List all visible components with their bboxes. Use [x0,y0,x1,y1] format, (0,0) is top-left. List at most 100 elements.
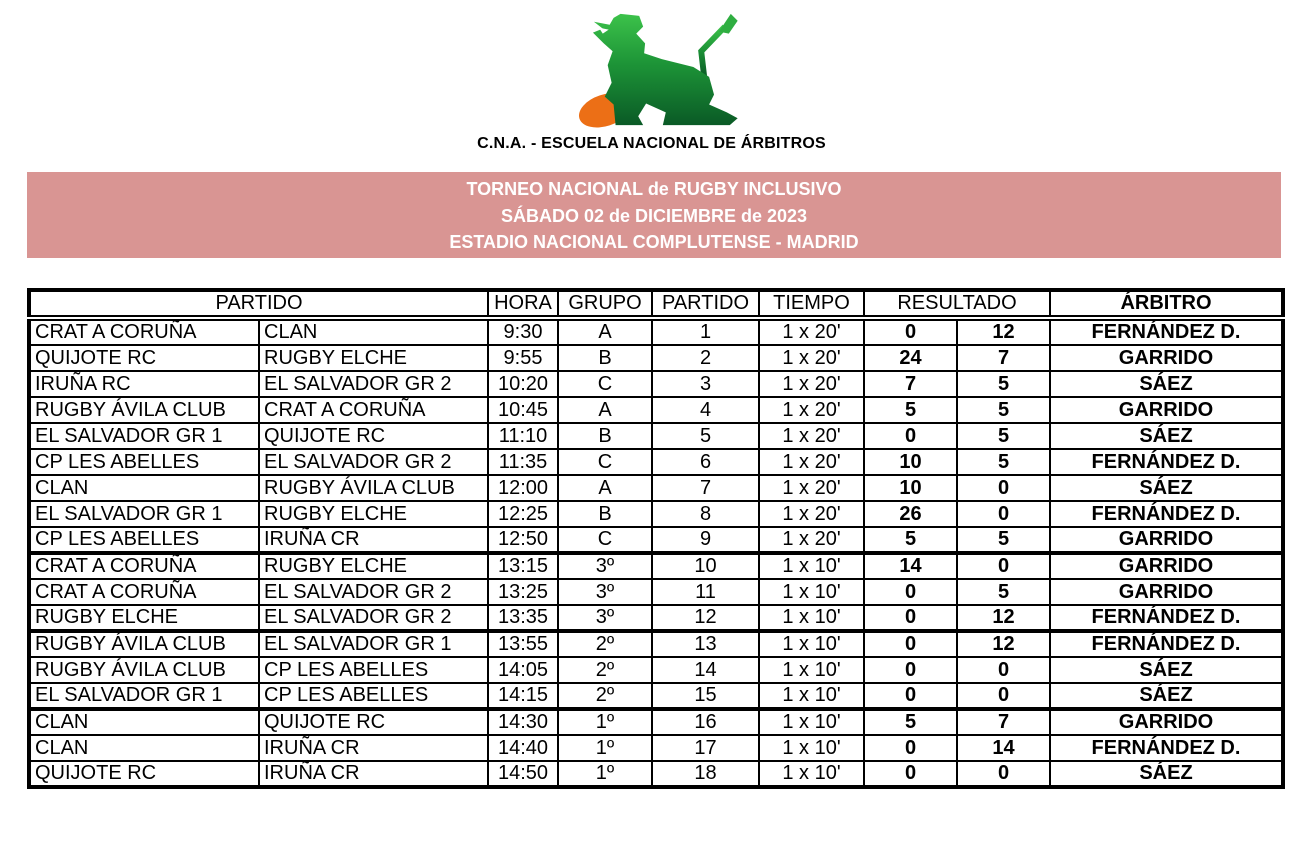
result-away-cell: 0 [956,682,1051,710]
hora-cell: 13:15 [487,551,559,580]
hora-cell: 13:55 [487,629,559,658]
partido-num-cell: 8 [651,500,760,528]
partido-num-cell: 11 [651,578,760,606]
arbitro-cell: FERNÁNDEZ D. [1049,604,1284,632]
team-away-cell: EL SALVADOR GR 1 [258,629,489,658]
result-home-cell: 0 [863,604,958,632]
grupo-cell: A [557,317,653,346]
result-home-cell: 0 [863,656,958,684]
hora-cell: 14:50 [487,760,559,788]
arbitro-cell: FERNÁNDEZ D. [1049,448,1284,476]
table-row: QUIJOTE RC IRUÑA CR 14:50 1º 18 1 x 10' 0 0 SÁEZ [28,760,1284,788]
header-partido-teams: PARTIDO [28,289,489,321]
table-row: RUGBY ÁVILA CLUB EL SALVADOR GR 1 13:55 2º 1… [28,629,1284,658]
partido-num-cell: 14 [651,656,760,684]
grupo-cell: A [557,474,653,502]
team-away-cell: EL SALVADOR GR 2 [258,370,489,398]
table-header-row: PARTIDO HORA GRUPO PARTIDO TIEMPO RESULT… [28,289,1284,321]
schedule-table: PARTIDO HORA GRUPO PARTIDO TIEMPO RESULT… [27,288,1285,789]
schedule-table-body: CRAT A CORUÑA CLAN 9:30 A 1 1 x 20' 0 12 FERNÁND… [28,317,1284,788]
header-arbitro: ÁRBITRO [1049,289,1284,321]
arbitro-cell: SÁEZ [1049,370,1284,398]
team-home-cell: QUIJOTE RC [28,344,260,372]
team-away-cell: CP LES ABELLES [258,682,489,710]
partido-num-cell: 1 [651,317,760,346]
grupo-cell: 1º [557,760,653,788]
tiempo-cell: 1 x 10' [758,707,865,736]
hora-cell: 12:00 [487,474,559,502]
table-row: IRUÑA RC EL SALVADOR GR 2 10:20 C 3 1 x 20' 7 5… [28,370,1284,398]
table-row: CRAT A CORUÑA CLAN 9:30 A 1 1 x 20' 0 12 FERNÁND… [28,317,1284,346]
result-home-cell: 10 [863,474,958,502]
team-away-cell: QUIJOTE RC [258,422,489,450]
partido-num-cell: 6 [651,448,760,476]
partido-num-cell: 7 [651,474,760,502]
tiempo-cell: 1 x 10' [758,682,865,710]
hora-cell: 9:55 [487,344,559,372]
team-home-cell: EL SALVADOR GR 1 [28,422,260,450]
tiempo-cell: 1 x 20' [758,396,865,424]
result-home-cell: 10 [863,448,958,476]
arbitro-cell: GARRIDO [1049,526,1284,554]
grupo-cell: C [557,448,653,476]
hora-cell: 14:40 [487,734,559,762]
result-home-cell: 0 [863,734,958,762]
team-away-cell: CLAN [258,317,489,346]
hora-cell: 10:45 [487,396,559,424]
team-home-cell: CRAT A CORUÑA [28,551,260,580]
grupo-cell: 1º [557,707,653,736]
team-home-cell: EL SALVADOR GR 1 [28,500,260,528]
result-home-cell: 0 [863,629,958,658]
tiempo-cell: 1 x 20' [758,500,865,528]
table-row: RUGBY ELCHE EL SALVADOR GR 2 13:35 3º 12 1 x … [28,604,1284,632]
table-row: EL SALVADOR GR 1 CP LES ABELLES 14:15 2º 15 1… [28,682,1284,710]
result-home-cell: 0 [863,682,958,710]
team-away-cell: IRUÑA CR [258,734,489,762]
hora-cell: 9:30 [487,317,559,346]
team-away-cell: RUGBY ÁVILA CLUB [258,474,489,502]
partido-num-cell: 10 [651,551,760,580]
table-row: CRAT A CORUÑA EL SALVADOR GR 2 13:25 3º 11 1 … [28,578,1284,606]
grupo-cell: 2º [557,682,653,710]
team-home-cell: RUGBY ÁVILA CLUB [28,396,260,424]
table-row: RUGBY ÁVILA CLUB CRAT A CORUÑA 10:45 A 4 1 x … [28,396,1284,424]
team-home-cell: QUIJOTE RC [28,760,260,788]
tiempo-cell: 1 x 10' [758,734,865,762]
banner-line-title: TORNEO NACIONAL de RUGBY INCLUSIVO [466,179,842,199]
header-grupo: GRUPO [557,289,653,321]
team-home-cell: IRUÑA RC [28,370,260,398]
grupo-cell: B [557,422,653,450]
grupo-cell: 2º [557,629,653,658]
grupo-cell: 3º [557,551,653,580]
team-away-cell: EL SALVADOR GR 2 [258,448,489,476]
hora-cell: 12:25 [487,500,559,528]
table-row: RUGBY ÁVILA CLUB CP LES ABELLES 14:05 2º 14 1… [28,656,1284,684]
hora-cell: 14:15 [487,682,559,710]
team-away-cell: QUIJOTE RC [258,707,489,736]
team-home-cell: RUGBY ÁVILA CLUB [28,656,260,684]
result-home-cell: 7 [863,370,958,398]
grupo-cell: C [557,370,653,398]
partido-num-cell: 4 [651,396,760,424]
partido-num-cell: 2 [651,344,760,372]
result-home-cell: 14 [863,551,958,580]
grupo-cell: B [557,344,653,372]
header-partido-num: PARTIDO [651,289,760,321]
result-away-cell: 0 [956,474,1051,502]
tiempo-cell: 1 x 10' [758,656,865,684]
result-away-cell: 7 [956,707,1051,736]
grupo-cell: 3º [557,604,653,632]
hora-cell: 13:25 [487,578,559,606]
result-away-cell: 0 [956,760,1051,788]
arbitro-cell: GARRIDO [1049,707,1284,736]
team-home-cell: CLAN [28,734,260,762]
table-row: CLAN QUIJOTE RC 14:30 1º 16 1 x 10' 5 7 GARRIDO [28,707,1284,736]
banner-line-venue: ESTADIO NACIONAL COMPLUTENSE - MADRID [449,232,859,252]
header-hora: HORA [487,289,559,321]
hora-cell: 14:30 [487,707,559,736]
team-home-cell: CP LES ABELLES [28,526,260,554]
tiempo-cell: 1 x 20' [758,474,865,502]
result-home-cell: 24 [863,344,958,372]
result-away-cell: 5 [956,448,1051,476]
team-away-cell: RUGBY ELCHE [258,344,489,372]
